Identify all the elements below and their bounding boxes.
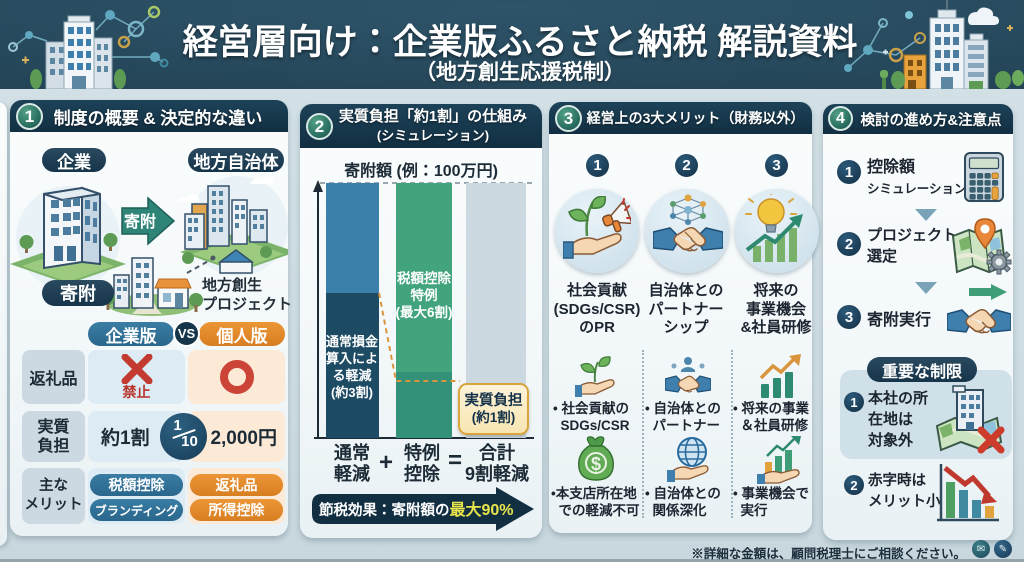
svg-text:特例: 特例 <box>411 287 438 303</box>
svg-text:$: $ <box>591 454 601 474</box>
svg-text:る軽減: る軽減 <box>332 368 371 383</box>
svg-text:通常損金: 通常損金 <box>326 334 379 349</box>
svg-text:寄附: 寄附 <box>124 212 156 231</box>
svg-text:(最大6割): (最大6割) <box>396 304 453 320</box>
svg-text:算入によ: 算入によ <box>326 351 378 366</box>
svg-text:節税効果：寄附額の最大90%: 節税効果：寄附額の最大90% <box>319 500 514 519</box>
svg-text:税額控除: 税額控除 <box>397 270 451 286</box>
svg-text:(約3割): (約3割) <box>331 385 373 400</box>
